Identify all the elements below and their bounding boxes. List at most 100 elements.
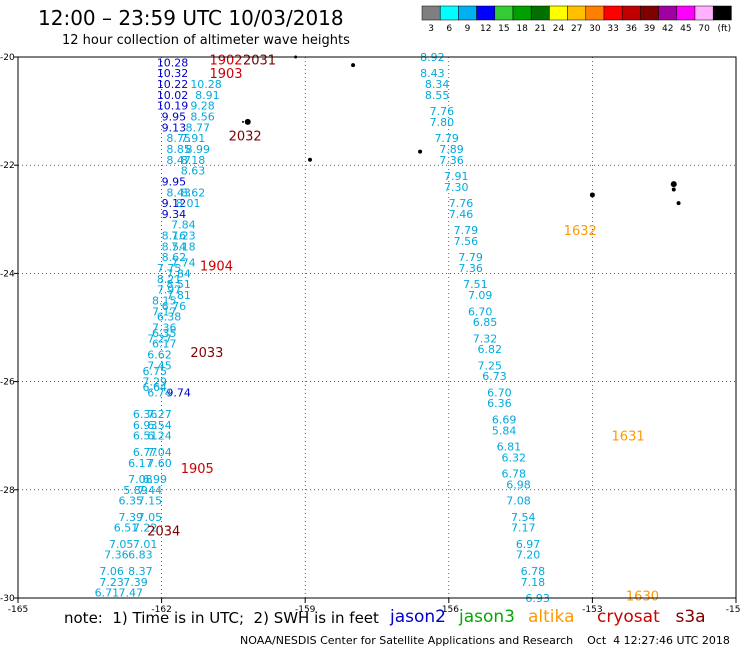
wave-height-value: 8.18	[181, 154, 206, 167]
wave-height-value: 7.23	[99, 576, 124, 589]
wave-height-value: 6.32	[501, 451, 526, 464]
satellite-legend-altika: altika	[528, 607, 575, 627]
wave-height-value: 5.84	[492, 424, 517, 437]
wave-height-value: 6.17	[152, 338, 177, 351]
colorbar-label: 24	[553, 24, 565, 34]
wave-height-value: 7.44	[138, 484, 163, 497]
wave-height-value: 7.05	[109, 538, 133, 551]
wave-height-value: 6.83	[128, 549, 153, 562]
wave-height-value: 8.91	[195, 89, 220, 102]
colorbar-swatch	[494, 5, 514, 21]
x-tick-label: -156	[439, 605, 460, 615]
colorbar-swatch	[585, 5, 605, 21]
colorbar-label: 6	[446, 24, 452, 34]
wave-height-value: 7.36	[104, 549, 129, 562]
wave-height-value: 8.99	[186, 143, 211, 156]
wave-height-value: 6.70	[487, 386, 512, 399]
wave-height-value: 6.99	[142, 473, 167, 486]
wave-height-value: 7.08	[128, 473, 153, 486]
wave-height-value: 6.38	[157, 311, 182, 324]
wave-height-value: 7.39	[119, 511, 143, 524]
island-marker	[671, 187, 676, 192]
chart-title: 12:00 – 23:59 UTC 10/03/2018	[38, 6, 344, 30]
wave-height-value: 7.51	[463, 278, 488, 291]
wave-height-value: 8.75	[166, 132, 191, 145]
wave-height-value: 5.89	[123, 484, 148, 497]
wave-height-value: 7.75	[157, 262, 182, 275]
colorbar-label: 15	[498, 24, 509, 34]
wave-height-value: 8.01	[176, 197, 201, 210]
pass-time-labels: 2031190219032032190420331905203416321631…	[147, 54, 659, 605]
wave-height-value: 7.80	[430, 116, 455, 129]
x-tick-label: -165	[8, 605, 28, 615]
island-marker	[676, 201, 681, 206]
wave-height-value: 9.34	[162, 208, 187, 221]
wave-height-value: 8.56	[190, 111, 215, 124]
credit-line: NOAA/NESDIS Center for Satellite Applica…	[240, 634, 730, 647]
chart-subtitle: 12 hour collection of altimeter wave hei…	[62, 33, 350, 48]
y-tick-label: -28	[0, 486, 15, 496]
wave-height-value: 6.98	[506, 478, 531, 491]
wave-height-value: 10.02	[157, 89, 189, 102]
colorbar-label: 30	[589, 24, 601, 34]
wave-height-value: 8.63	[181, 165, 206, 178]
island-marker	[244, 118, 251, 125]
wave-height-value: 6.51	[114, 522, 139, 535]
x-tick-label: -159	[295, 605, 316, 615]
colorbar-label: 3	[428, 24, 434, 34]
wave-height-value: 6.35	[119, 495, 143, 508]
wave-height-value: 7.45	[147, 359, 172, 372]
wave-height-value: 8.77	[186, 121, 211, 134]
y-tick-label: -24	[0, 269, 15, 279]
pass-time-label: 1905	[181, 462, 214, 477]
colorbar-swatch	[621, 5, 641, 21]
wave-height-value: 7.05	[138, 511, 163, 524]
wave-height-value: 7.06	[99, 565, 124, 578]
x-tick-label: -153	[582, 605, 602, 615]
wave-height-value: 6.64	[142, 381, 167, 394]
island-marker	[241, 120, 244, 123]
plot-frame	[17, 56, 737, 599]
wave-height-value: 8.43	[420, 67, 445, 80]
wave-height-value: 7.89	[439, 143, 464, 156]
x-tick-label: -150	[726, 605, 740, 615]
wave-height-value: 7.54	[511, 511, 536, 524]
wave-height-value: 7.79	[434, 132, 459, 145]
island-marker	[418, 149, 423, 154]
wave-height-value: 7.30	[444, 181, 469, 194]
wave-height-value: 7.17	[152, 305, 177, 318]
colorbar-swatch	[694, 5, 714, 21]
colorbar-swatch	[439, 5, 459, 21]
wave-height-value: 8.62	[181, 186, 206, 199]
wave-height-value: 6.51	[133, 430, 158, 443]
wave-height-value: 7.84	[171, 219, 196, 232]
colorbar-swatch	[512, 5, 532, 21]
satellite-legend-s3a: s3a	[675, 607, 706, 627]
wave-height-value: 8.54	[162, 240, 187, 253]
colorbar-swatch	[530, 5, 550, 21]
colorbar-swatch	[603, 5, 623, 21]
colorbar-swatch	[476, 5, 496, 21]
colorbar-label: 45	[680, 24, 691, 34]
wave-height-value: 9.13	[162, 121, 187, 134]
colorbar-swatch	[712, 5, 732, 21]
colorbar-swatch	[676, 5, 696, 21]
wave-height-value: 7.27	[147, 332, 172, 345]
wave-height-value: 7.17	[511, 522, 536, 535]
wave-height-value: 7.91	[444, 170, 469, 183]
wave-height-value: 10.19	[157, 100, 189, 113]
wave-height-value: 6.93	[133, 419, 158, 432]
wave-height-value: 8.85	[166, 143, 191, 156]
wave-height-value: 7.76	[430, 105, 455, 118]
wave-height-value: 10.28	[157, 56, 189, 69]
satellite-legend-jason3: jason3	[459, 607, 515, 627]
wave-height-value: 6.78	[521, 565, 546, 578]
wave-height-value: 9.12	[162, 197, 187, 210]
wave-height-value: 7.84	[166, 267, 191, 280]
wave-height-value: 7.04	[147, 446, 172, 459]
wave-height-value: 7.76	[449, 197, 474, 210]
colorbar-label: 33	[607, 24, 618, 34]
wave-height-value: 8.51	[166, 278, 191, 291]
wave-height-value: 6.75	[142, 365, 167, 378]
